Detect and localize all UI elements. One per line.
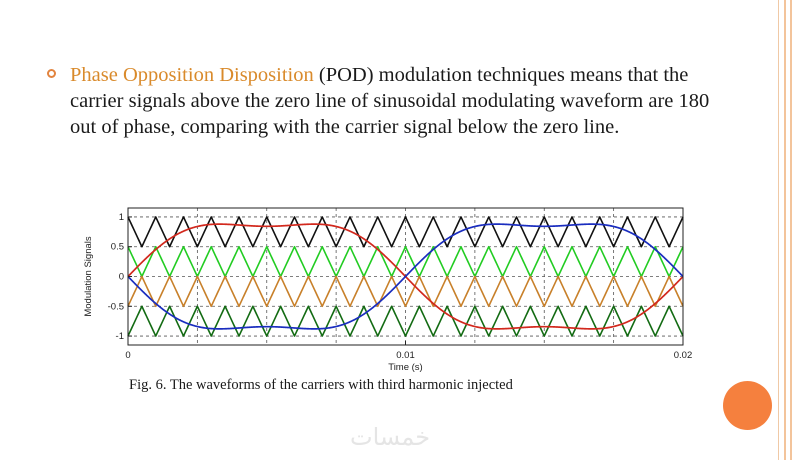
x-tick-label: 0.02 xyxy=(674,350,693,361)
y-tick-label: -1 xyxy=(116,331,124,342)
rail-stripe xyxy=(790,0,792,460)
decorative-orange-circle xyxy=(723,381,772,430)
chart-ticks: 10.50-0.5-10 0.01 0.02 xyxy=(108,212,693,361)
y-tick-label: 1 xyxy=(119,212,124,223)
carrier-series-line xyxy=(127,305,684,337)
y-tick-label: -0.5 xyxy=(108,301,124,312)
paragraph-text: (POD) modulation techniques means that t… xyxy=(70,64,710,138)
rail-stripe xyxy=(784,0,786,460)
watermark: خمسات xyxy=(350,423,431,451)
y-tick-label: 0 xyxy=(119,272,124,283)
modulating-series-line xyxy=(127,223,684,330)
y-axis-label: Modulation Signals xyxy=(83,236,94,317)
carrier-series-line xyxy=(127,216,684,248)
highlighted-term: Phase Opposition Disposition xyxy=(70,64,314,86)
figure-caption: Fig. 6. The waveforms of the carriers wi… xyxy=(129,377,513,393)
carrier-series-line xyxy=(127,275,684,308)
slide-right-rail xyxy=(778,0,800,460)
chart-series-group xyxy=(127,216,684,337)
carrier-series-line xyxy=(127,245,684,278)
x-tick-label: 0.01 xyxy=(396,350,415,361)
waveform-figure: 10.50-0.5-10 0.01 0.02 Modulation Signals … xyxy=(83,207,693,373)
y-tick-label: 0.5 xyxy=(111,242,124,253)
x-axis-label: Time (s) xyxy=(388,362,422,373)
body-paragraph: Phase Opposition Disposition (POD) modul… xyxy=(70,62,710,140)
x-tick-label: 0 xyxy=(125,350,130,361)
bullet-icon xyxy=(47,69,56,78)
